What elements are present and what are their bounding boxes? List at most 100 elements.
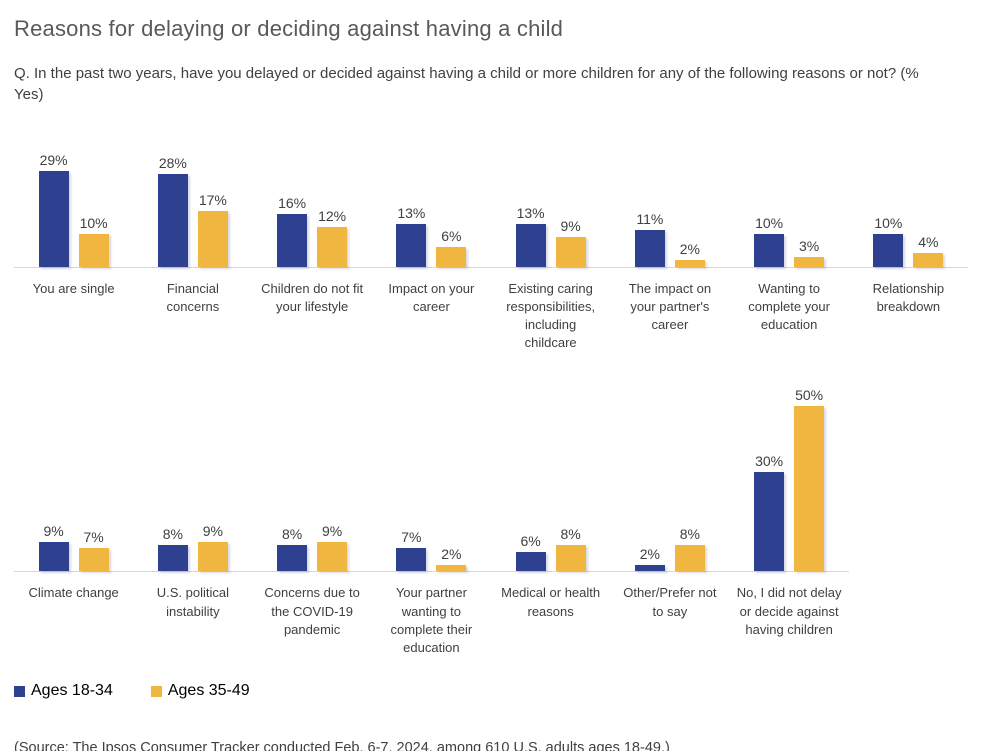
- value-label: 9%: [202, 522, 223, 539]
- bar-ages-35-49: [555, 544, 586, 572]
- legend-label: Ages 18-34: [31, 682, 113, 700]
- value-label: 10%: [874, 214, 903, 231]
- category-label: Children do not fit your lifestyle: [261, 280, 364, 314]
- bar-unit: 29%: [38, 140, 69, 267]
- value-label: 4%: [918, 234, 939, 251]
- category-group: 13% 6%: [372, 140, 491, 267]
- bar-ages-35-49: [317, 541, 348, 572]
- bar-unit: 9%: [38, 384, 69, 572]
- bar-unit: 2%: [436, 384, 467, 572]
- bar-ages-18-34: [754, 233, 785, 267]
- value-label: 7%: [83, 529, 104, 546]
- bar-ages-35-49: [197, 210, 228, 267]
- value-label: 16%: [278, 194, 307, 211]
- category-labels-row-1: You are single Financial concerns Children…: [14, 268, 968, 353]
- bar-unit: 10%: [78, 140, 109, 267]
- value-label: 12%: [318, 208, 347, 224]
- value-label: 2%: [639, 545, 660, 562]
- page-title: Reasons for delaying or deciding against…: [14, 16, 564, 41]
- bar-ages-35-49: [794, 256, 825, 267]
- category-group: 13% 9%: [491, 140, 610, 267]
- category-label: Existing caring responsibilities, includ…: [506, 280, 596, 351]
- value-label: 11%: [636, 211, 664, 228]
- bar-unit: 7%: [78, 384, 109, 572]
- bar-ages-35-49: [555, 236, 586, 267]
- bar-ages-35-49: [674, 260, 705, 267]
- bar-unit: 10%: [873, 140, 904, 267]
- legend-swatch-yellow-icon: [150, 685, 162, 697]
- category-label: The impact on your partner's career: [628, 280, 712, 332]
- value-label: 8%: [282, 525, 303, 542]
- value-label: 8%: [162, 525, 183, 542]
- bar-unit: 6%: [436, 140, 467, 267]
- bar-ages-18-34: [754, 472, 785, 572]
- value-label: 17%: [198, 191, 227, 208]
- bar-ages-35-49: [317, 227, 348, 267]
- bar-unit: 9%: [317, 384, 348, 572]
- bar-ages-18-34: [157, 544, 188, 572]
- category-label: Wanting to complete your education: [748, 280, 830, 332]
- category-label: Impact on your career: [388, 280, 475, 314]
- bar-ages-18-34: [396, 548, 427, 572]
- category-label: You are single: [32, 280, 115, 296]
- bar-ages-35-49: [674, 544, 705, 572]
- plot-area-row-2: 9% 7% 8% 9% 8% 9% 7% 2% 6% 8% 2% 8% 30% 50%: [14, 384, 849, 573]
- bar-ages-18-34: [873, 233, 904, 267]
- value-label: 9%: [322, 522, 343, 539]
- legend-item-ages-35-49: Ages 35-49: [150, 682, 250, 700]
- bar-unit: 9%: [197, 384, 228, 572]
- category-group: 11% 2%: [610, 140, 729, 267]
- bar-unit: 2%: [634, 384, 665, 572]
- category-labels-row-2: Climate change U.S. political instability…: [14, 572, 849, 676]
- category-label: Relationship breakdown: [872, 280, 945, 314]
- bar-unit: 16%: [277, 140, 308, 267]
- bar-chart: 29% 10% 28% 17% 16% 12% 13% 6% 13% 9% 11% 2% 10% 3% 10…: [14, 140, 968, 677]
- bar-unit: 2%: [674, 140, 705, 267]
- value-label: 2%: [441, 545, 462, 562]
- bar-unit: 8%: [157, 384, 188, 572]
- bar-unit: 8%: [277, 384, 308, 572]
- bar-unit: 4%: [913, 140, 944, 267]
- value-label: 8%: [679, 525, 700, 542]
- value-label: 28%: [158, 155, 187, 172]
- bar-ages-18-34: [634, 230, 665, 267]
- category-label: Medical or health reasons: [501, 585, 601, 619]
- value-label: 30%: [755, 453, 784, 470]
- category-label: Financial concerns: [166, 280, 220, 314]
- bar-unit: 7%: [396, 384, 427, 572]
- value-label: 50%: [795, 387, 824, 404]
- bar-ages-18-34: [157, 174, 188, 267]
- bar-ages-18-34: [38, 541, 69, 572]
- bar-unit: 50%: [794, 384, 825, 572]
- bar-unit: 12%: [317, 140, 348, 267]
- bar-unit: 17%: [197, 140, 228, 267]
- bar-ages-18-34: [277, 544, 308, 572]
- category-group: 8% 9%: [133, 384, 252, 572]
- value-label: 6%: [520, 532, 541, 549]
- value-label: 13%: [397, 204, 426, 221]
- bar-ages-18-34: [634, 564, 665, 572]
- bar-ages-35-49: [78, 548, 109, 572]
- legend-swatch-blue-icon: [14, 685, 25, 697]
- value-label: 9%: [560, 217, 581, 234]
- value-label: 6%: [441, 227, 462, 244]
- value-label: 2%: [679, 241, 700, 257]
- bar-ages-18-34: [277, 213, 308, 267]
- bar-unit: 8%: [555, 384, 586, 572]
- bar-ages-18-34: [515, 223, 546, 267]
- bar-ages-35-49: [436, 564, 467, 572]
- bar-unit: 9%: [555, 140, 586, 267]
- category-group: 2% 8%: [610, 384, 729, 572]
- category-group: 30% 50%: [730, 384, 849, 572]
- category-label: Other/Prefer not to say: [623, 585, 717, 619]
- bar-ages-18-34: [515, 551, 546, 572]
- bar-ages-35-49: [197, 541, 228, 572]
- question-subtitle: Q. In the past two years, have you delay…: [14, 65, 919, 104]
- category-label: U.S. political instability: [156, 585, 229, 619]
- source-note: (Source: The Ipsos Consumer Tracker cond…: [14, 740, 670, 751]
- bar-unit: 8%: [674, 384, 705, 572]
- bar-ages-35-49: [436, 246, 467, 267]
- value-label: 3%: [799, 237, 820, 254]
- bar-unit: 13%: [396, 140, 427, 267]
- legend-item-ages-18-34: Ages 18-34: [14, 682, 113, 700]
